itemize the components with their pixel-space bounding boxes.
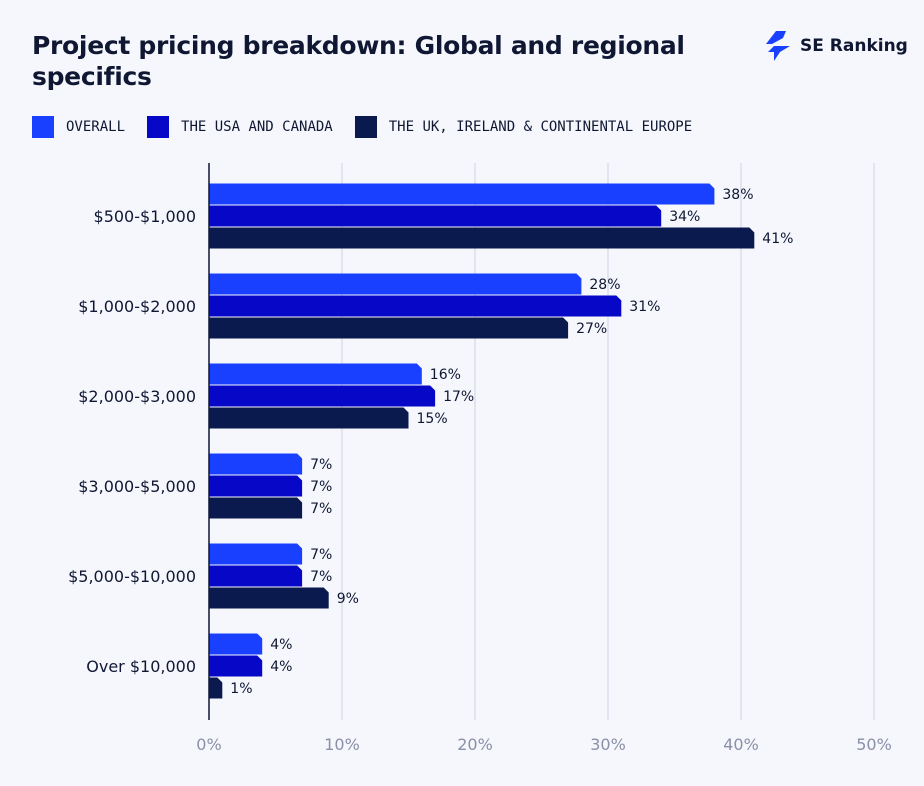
bar: [209, 385, 436, 407]
data-label: 31%: [629, 299, 660, 315]
data-label: 9%: [337, 591, 359, 607]
bar: [209, 497, 303, 519]
bar: [209, 565, 303, 587]
legend-swatch: [354, 116, 377, 138]
legend-item-usa-canada: THE USA AND CANADA: [147, 116, 333, 138]
data-label: 41%: [762, 231, 793, 247]
legend-label: OVERALL: [66, 119, 126, 135]
bar: [209, 543, 303, 565]
x-tick-label: 50%: [856, 735, 892, 754]
data-label: 1%: [230, 681, 252, 697]
data-label: 16%: [430, 367, 461, 383]
data-label: 7%: [310, 501, 332, 517]
legend-label: THE UK, IRELAND & CONTINENTAL EUROPE: [388, 119, 693, 135]
legend-item-uk-europe: THE UK, IRELAND & CONTINENTAL EUROPE: [354, 116, 693, 138]
bar: [209, 453, 303, 475]
legend-swatch: [32, 116, 54, 138]
se-ranking-logo-icon: [766, 31, 790, 61]
legend-swatch: [147, 116, 170, 138]
category-label: $1,000-$2,000: [78, 297, 196, 316]
category-label: $5,000-$10,000: [68, 567, 196, 586]
data-label: 27%: [576, 321, 607, 337]
brand-name: SE Ranking: [800, 36, 908, 56]
legend-item-overall: OVERALL: [32, 116, 125, 138]
bar: [209, 587, 329, 609]
data-label: 17%: [443, 389, 474, 405]
bar: [209, 407, 409, 429]
data-label: 15%: [417, 411, 448, 427]
bar: [209, 475, 303, 497]
chart-title: Project pricing breakdown: Global and re…: [32, 31, 685, 91]
category-label: $3,000-$5,000: [78, 477, 196, 496]
bar: [209, 317, 569, 339]
data-label: 4%: [270, 659, 292, 675]
data-label: 7%: [310, 457, 332, 473]
bar: [209, 633, 263, 655]
bar: [209, 295, 622, 317]
category-label: $500-$1,000: [94, 207, 196, 226]
data-label: 7%: [310, 569, 332, 585]
bar: [209, 205, 662, 227]
bar: [209, 677, 223, 699]
data-label: 7%: [310, 547, 332, 563]
x-tick-label: 30%: [590, 735, 626, 754]
bar: [209, 227, 755, 249]
se-ranking-logo: SE Ranking: [764, 30, 908, 62]
data-label: 4%: [270, 637, 292, 653]
x-tick-label: 10%: [324, 735, 360, 754]
bar: [209, 273, 582, 295]
data-label: 7%: [310, 479, 332, 495]
bar: [209, 655, 263, 677]
data-label: 28%: [589, 277, 620, 293]
legend-label: THE USA AND CANADA: [181, 119, 333, 135]
category-label: Over $10,000: [86, 657, 196, 676]
x-tick-label: 20%: [457, 735, 493, 754]
x-tick-label: 40%: [723, 735, 759, 754]
data-label: 34%: [669, 209, 700, 225]
bar: [209, 183, 715, 205]
data-label: 38%: [722, 187, 753, 203]
bar: [209, 363, 422, 385]
category-label: $2,000-$3,000: [78, 387, 196, 406]
x-tick-label: 0%: [196, 735, 221, 754]
legend: OVERALL THE USA AND CANADA THE UK, IRELA…: [32, 116, 692, 138]
